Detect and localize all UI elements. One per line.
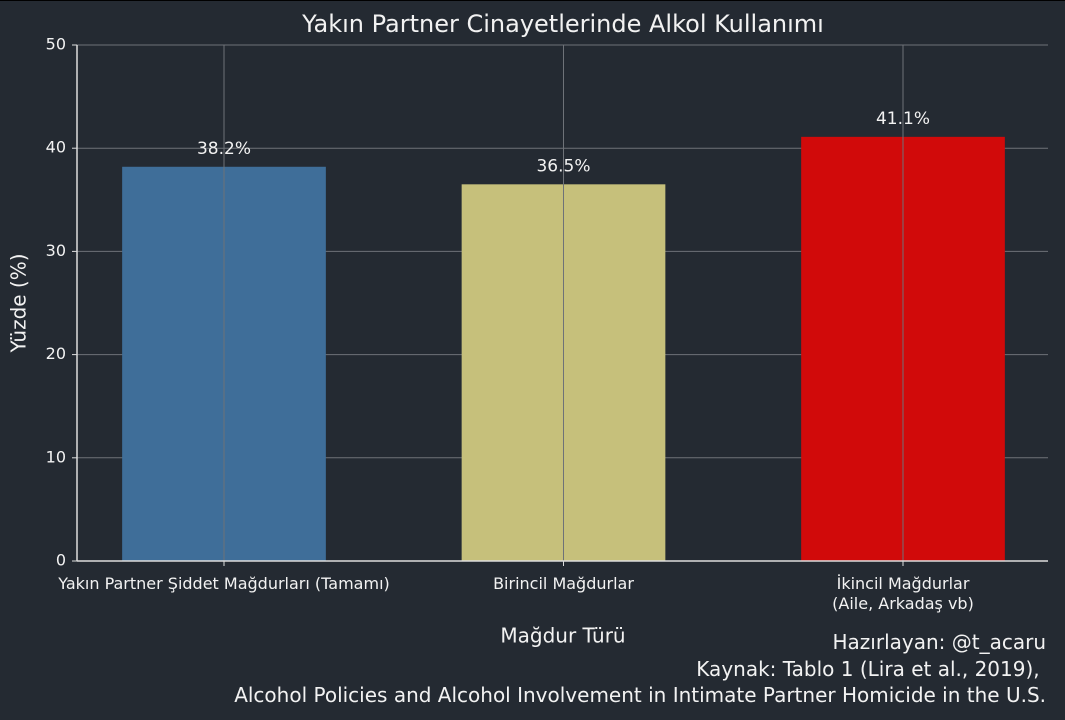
value-label: 41.1% xyxy=(876,109,930,129)
x-tick-label: Birincil Mağdurlar xyxy=(493,574,634,593)
value-label: 36.5% xyxy=(536,156,590,176)
value-label: 38.2% xyxy=(197,139,251,159)
y-tick-label: 10 xyxy=(46,447,66,466)
x-axis-label: Mağdur Türü xyxy=(500,624,625,648)
y-tick-label: 40 xyxy=(46,138,66,157)
chart-title: Yakın Partner Cinayetlerinde Alkol Kulla… xyxy=(301,10,824,38)
y-tick-label: 30 xyxy=(46,241,66,260)
y-tick-label: 20 xyxy=(46,344,66,363)
caption: Hazırlayan: @t_acaru Kaynak: Tablo 1 (Li… xyxy=(234,630,1046,707)
x-tick-label: Yakın Partner Şiddet Mağdurları (Tamamı) xyxy=(58,574,390,593)
overlay xyxy=(223,45,904,561)
y-axis-label: Yüzde (%) xyxy=(7,253,31,353)
y-tick-label: 0 xyxy=(56,551,66,570)
y-tick-label: 50 xyxy=(46,35,66,54)
x-tick-label: İkincil Mağdurlar (Aile, Arkadaş vb) xyxy=(832,574,974,613)
